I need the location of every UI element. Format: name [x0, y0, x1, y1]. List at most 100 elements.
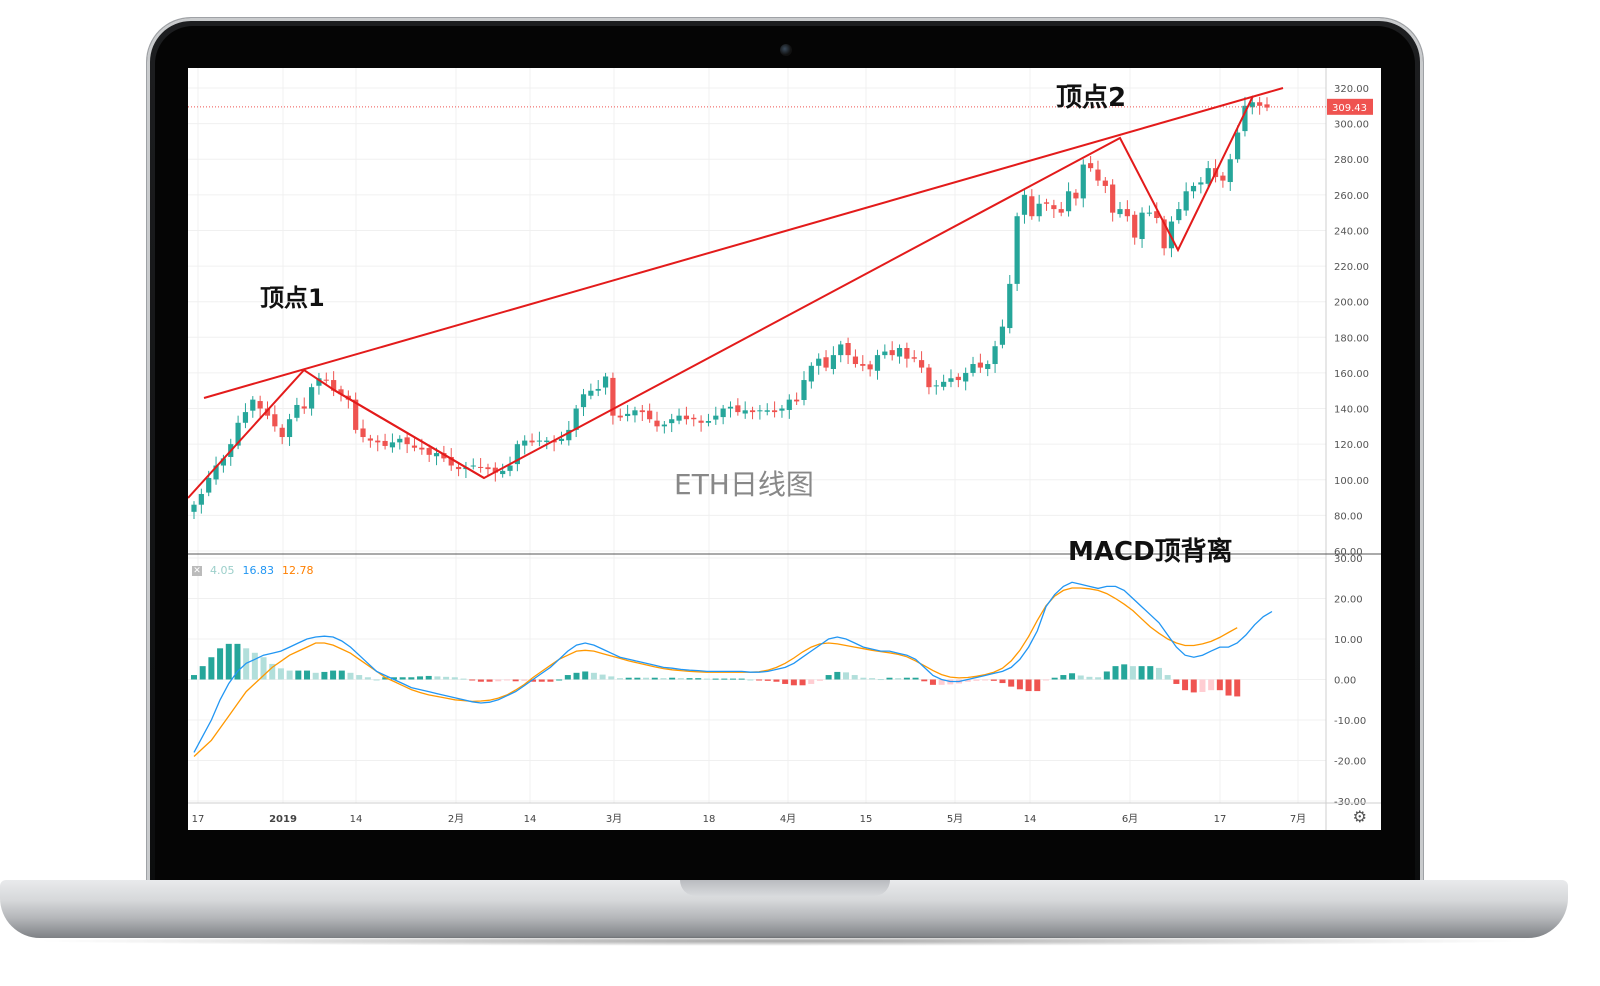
macd-histogram-bar	[651, 677, 658, 680]
candle-body	[580, 394, 587, 408]
time-tick-label: 17	[1214, 814, 1227, 825]
macd-histogram-bar	[1155, 667, 1162, 680]
candle-body	[595, 388, 601, 391]
candle-body	[478, 466, 484, 468]
macd-histogram-bar	[260, 657, 267, 680]
candle-body	[654, 420, 660, 427]
macd-tick-label: 20.00	[1334, 595, 1363, 606]
candle-body	[838, 344, 844, 356]
candle-body	[1139, 212, 1145, 240]
macd-histogram-bar	[721, 678, 728, 680]
macd-histogram-bar	[269, 663, 276, 680]
macd-histogram-bar	[330, 670, 337, 680]
macd-histogram-bar	[512, 679, 519, 682]
macd-histogram-bar	[825, 675, 832, 680]
laptop-notch	[680, 880, 890, 896]
macd-histogram-bar	[1147, 666, 1154, 680]
candle-body	[279, 427, 285, 438]
price-tick-label: 200.00	[1334, 298, 1369, 309]
macd-histogram-bar	[643, 677, 650, 680]
annotation-peak2: 顶点2	[1056, 82, 1126, 113]
price-tick-label: 80.00	[1334, 511, 1363, 522]
macd-histogram-bar	[990, 679, 997, 681]
candle-body	[1249, 102, 1255, 108]
macd-histogram-bar	[1103, 671, 1110, 680]
candle-body	[389, 442, 396, 448]
candle-body	[816, 358, 822, 366]
macd-histogram-bar	[1164, 675, 1171, 680]
macd-histogram-bar	[599, 674, 606, 680]
macd-histogram-bar	[1034, 679, 1041, 692]
candle-body	[588, 390, 594, 396]
macd-legend-macd: 16.83	[242, 564, 275, 577]
macd-histogram-bar	[364, 677, 371, 680]
macd-histogram-bar	[712, 678, 719, 680]
candle-body	[397, 438, 403, 443]
chart-screen: 320.00 300.00 280.00 260.00 240.00 220.00 200.…	[188, 68, 1381, 830]
time-tick-label: 14	[1024, 814, 1037, 825]
candle-body	[323, 379, 329, 381]
price-tick-label: 240.00	[1334, 226, 1369, 237]
macd-histogram-bar	[1138, 666, 1145, 680]
candle-body	[794, 399, 800, 402]
macd-histogram-bar	[808, 679, 815, 684]
price-tick-label: 280.00	[1334, 155, 1369, 166]
candle-body	[669, 419, 675, 424]
macd-histogram-bar	[999, 679, 1006, 684]
candle-body	[1095, 169, 1101, 181]
candle-body	[191, 504, 197, 512]
price-tick-label: 120.00	[1334, 440, 1369, 451]
macd-histogram-bar	[860, 677, 867, 680]
candle-body	[808, 365, 814, 382]
candle-body	[308, 387, 315, 409]
macd-histogram-bar	[782, 679, 789, 684]
macd-histogram-bar	[347, 672, 354, 680]
macd-histogram-bar	[225, 643, 232, 680]
candle-body	[331, 380, 337, 391]
candle-body	[867, 364, 873, 370]
candle-body	[617, 415, 623, 418]
macd-histogram-bar	[660, 678, 667, 680]
macd-histogram-bar	[773, 679, 780, 682]
candle-body	[992, 346, 998, 365]
candle-body	[735, 405, 741, 413]
macd-histogram-bar	[816, 679, 823, 681]
legend-close-icon[interactable]: ✕	[192, 565, 202, 576]
candle-body	[845, 343, 851, 356]
candle-body	[941, 381, 947, 387]
candle-body	[338, 389, 344, 395]
candle-body	[294, 404, 300, 418]
candle-body	[1205, 168, 1211, 184]
candle-body	[852, 356, 859, 365]
candle-body	[1257, 102, 1263, 106]
candle-body	[1007, 283, 1013, 329]
candle-body	[1242, 105, 1248, 132]
macd-histogram-bar	[1086, 676, 1093, 680]
zigzag-segment	[333, 389, 485, 479]
candle-body	[316, 378, 322, 386]
macd-histogram-bar	[356, 675, 363, 680]
signal-line	[193, 587, 1238, 757]
candle-body	[661, 424, 667, 427]
macd-histogram-bar	[1077, 675, 1084, 680]
candle-body	[455, 466, 462, 470]
candle-body	[691, 417, 697, 420]
candle-body	[999, 326, 1006, 345]
candle-body	[1190, 185, 1197, 192]
macd-histogram-bar	[469, 679, 476, 681]
macd-legend-signal: 12.78	[282, 564, 314, 577]
candle-body	[742, 410, 748, 414]
candle-body	[683, 415, 690, 420]
macd-histogram-bar	[477, 679, 484, 682]
candle-body	[1051, 205, 1057, 210]
macd-histogram-bar	[495, 679, 502, 682]
candle-body	[235, 422, 241, 446]
candle-body	[573, 408, 579, 430]
macd-histogram-bar	[843, 672, 850, 680]
candle-body	[404, 437, 410, 445]
candle-body	[1168, 221, 1175, 249]
settings-gear-icon[interactable]: ⚙	[1352, 807, 1367, 826]
candle-body	[433, 453, 440, 457]
candle-body	[830, 355, 836, 370]
annotation-chart-title: ETH日线图	[674, 468, 814, 501]
